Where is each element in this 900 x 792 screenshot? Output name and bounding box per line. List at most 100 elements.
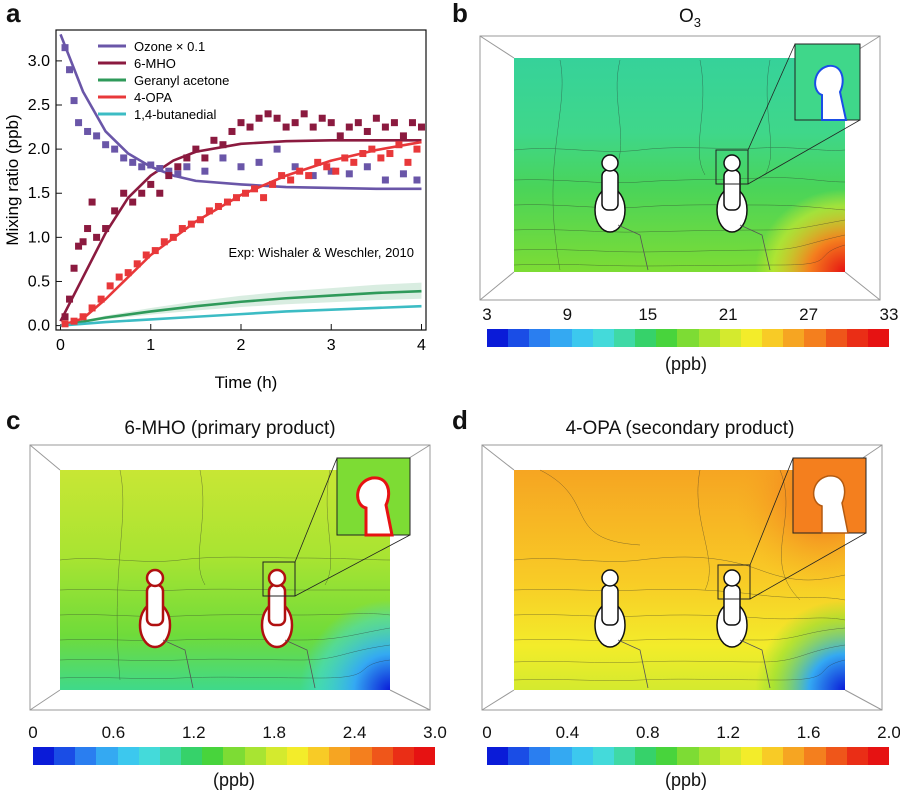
opa-data-point xyxy=(160,238,168,246)
opa-data-point xyxy=(88,304,96,312)
mho-data-point xyxy=(417,123,425,131)
colorbar-swatch xyxy=(117,747,139,765)
ozone-data-point xyxy=(70,97,78,105)
mho-data-point xyxy=(201,154,209,162)
opa-data-point xyxy=(269,180,277,188)
opa-data-point xyxy=(404,158,412,166)
opa-data-point xyxy=(223,198,231,206)
legend-label: Ozone × 0.1 xyxy=(134,39,205,54)
colorbar-tick-label: 0 xyxy=(28,723,38,742)
colorbar-swatch xyxy=(75,747,97,765)
colorbar-tick-label: 27 xyxy=(799,305,819,324)
mho-data-point xyxy=(408,119,416,127)
panel-c-label: c xyxy=(6,405,21,435)
geranyl-model-line xyxy=(60,289,422,327)
panel-b-label: b xyxy=(452,0,468,28)
mho-data-point xyxy=(300,110,308,118)
mho-data-point xyxy=(336,132,344,140)
ozone-data-point xyxy=(183,163,191,171)
opa-data-point xyxy=(386,150,394,158)
x-tick-label: 1 xyxy=(146,337,155,354)
mho-data-point xyxy=(129,198,137,206)
y-tick-label: 3.0 xyxy=(28,53,50,70)
opa-data-point xyxy=(305,172,313,180)
x-tick-label: 4 xyxy=(417,337,426,354)
colorbar-swatch xyxy=(508,329,530,347)
opa-data-point xyxy=(377,154,385,162)
colorbar-tick-label: 33 xyxy=(879,305,899,324)
colorbar-swatch xyxy=(698,747,720,765)
mho-data-point xyxy=(363,127,371,135)
opa-data-point xyxy=(296,167,304,175)
colorbar-tick-label: 3 xyxy=(482,305,492,324)
ozone-data-point xyxy=(381,176,389,184)
opa-data-point xyxy=(242,189,250,197)
y-tick-label: 2.5 xyxy=(28,97,50,114)
colorbar-swatch xyxy=(487,747,509,765)
colorbar-swatch xyxy=(96,747,118,765)
mho-data-point xyxy=(183,154,191,162)
colorbar-tick-label: 1.6 xyxy=(796,723,821,742)
mho-data-point xyxy=(327,119,335,127)
colorbar-tick-label: 21 xyxy=(718,305,738,324)
ozone-data-point xyxy=(327,167,335,175)
panel-d-label: d xyxy=(452,405,468,435)
ozone-data-point xyxy=(345,170,353,178)
opa-data-point xyxy=(341,154,349,162)
mho-data-point xyxy=(264,110,272,118)
colorbar-swatch xyxy=(371,747,393,765)
colorbar-c xyxy=(33,747,435,765)
mho-data-point xyxy=(84,225,92,233)
opa-data-point xyxy=(169,233,177,241)
opa-data-point xyxy=(151,247,159,255)
opa-data-point xyxy=(70,317,78,325)
colorbar-tick-label: 2.0 xyxy=(877,723,900,742)
opa-data-point xyxy=(61,320,69,328)
colorbar-swatch xyxy=(265,747,287,765)
colorbar-swatch xyxy=(223,747,245,765)
colorbar-swatch xyxy=(656,329,678,347)
colorbar-swatch xyxy=(635,747,657,765)
colorbar-swatch xyxy=(286,747,309,765)
mho-data-point xyxy=(88,198,96,206)
colorbar-swatch xyxy=(783,747,805,765)
colorbar-swatch xyxy=(159,747,182,765)
y-tick-label: 2.0 xyxy=(28,141,50,158)
panel-c-room xyxy=(29,444,431,711)
ozone-data-point xyxy=(273,145,281,153)
mho-data-point xyxy=(246,123,254,131)
colorbar-swatch xyxy=(592,747,614,765)
panel-c-title: 6-MHO (primary product) xyxy=(124,418,336,439)
opa-data-point xyxy=(350,158,358,166)
legend-label: 4-OPA xyxy=(134,90,172,105)
colorbar-swatch xyxy=(613,747,636,765)
colorbar-swatch xyxy=(392,747,414,765)
mho-data-point xyxy=(282,123,290,131)
colorbar-swatch xyxy=(550,329,572,347)
ozone-data-point xyxy=(219,154,227,162)
opa-data-point xyxy=(106,282,114,290)
mho-data-point xyxy=(79,238,87,246)
colorbar-swatch xyxy=(656,747,678,765)
ozone-data-point xyxy=(237,163,245,171)
colorbar-swatch xyxy=(350,747,372,765)
mho-data-point xyxy=(219,141,227,149)
y-tick-label: 0.5 xyxy=(28,273,50,290)
legend-label: 1,4-butanedial xyxy=(134,107,217,122)
opa-data-point xyxy=(97,295,105,303)
colorbar-swatch xyxy=(825,747,847,765)
mho-data-point xyxy=(147,180,155,188)
ozone-data-point xyxy=(399,170,407,178)
colorbar-tick-label: 9 xyxy=(562,305,573,324)
opa-data-point xyxy=(124,269,132,277)
colorbar-swatch xyxy=(783,329,805,347)
panel-d-title: 4-OPA (secondary product) xyxy=(565,418,795,439)
colorbar-swatch xyxy=(677,747,699,765)
mho-data-point xyxy=(291,119,299,127)
legend-label: Geranyl acetone xyxy=(134,73,229,88)
colorbar-tick-label: 0.6 xyxy=(101,723,126,742)
y-tick-label: 1.5 xyxy=(28,185,50,202)
mho-data-point xyxy=(381,123,389,131)
colorbar-swatch xyxy=(592,329,614,347)
colorbar-b xyxy=(487,329,889,347)
